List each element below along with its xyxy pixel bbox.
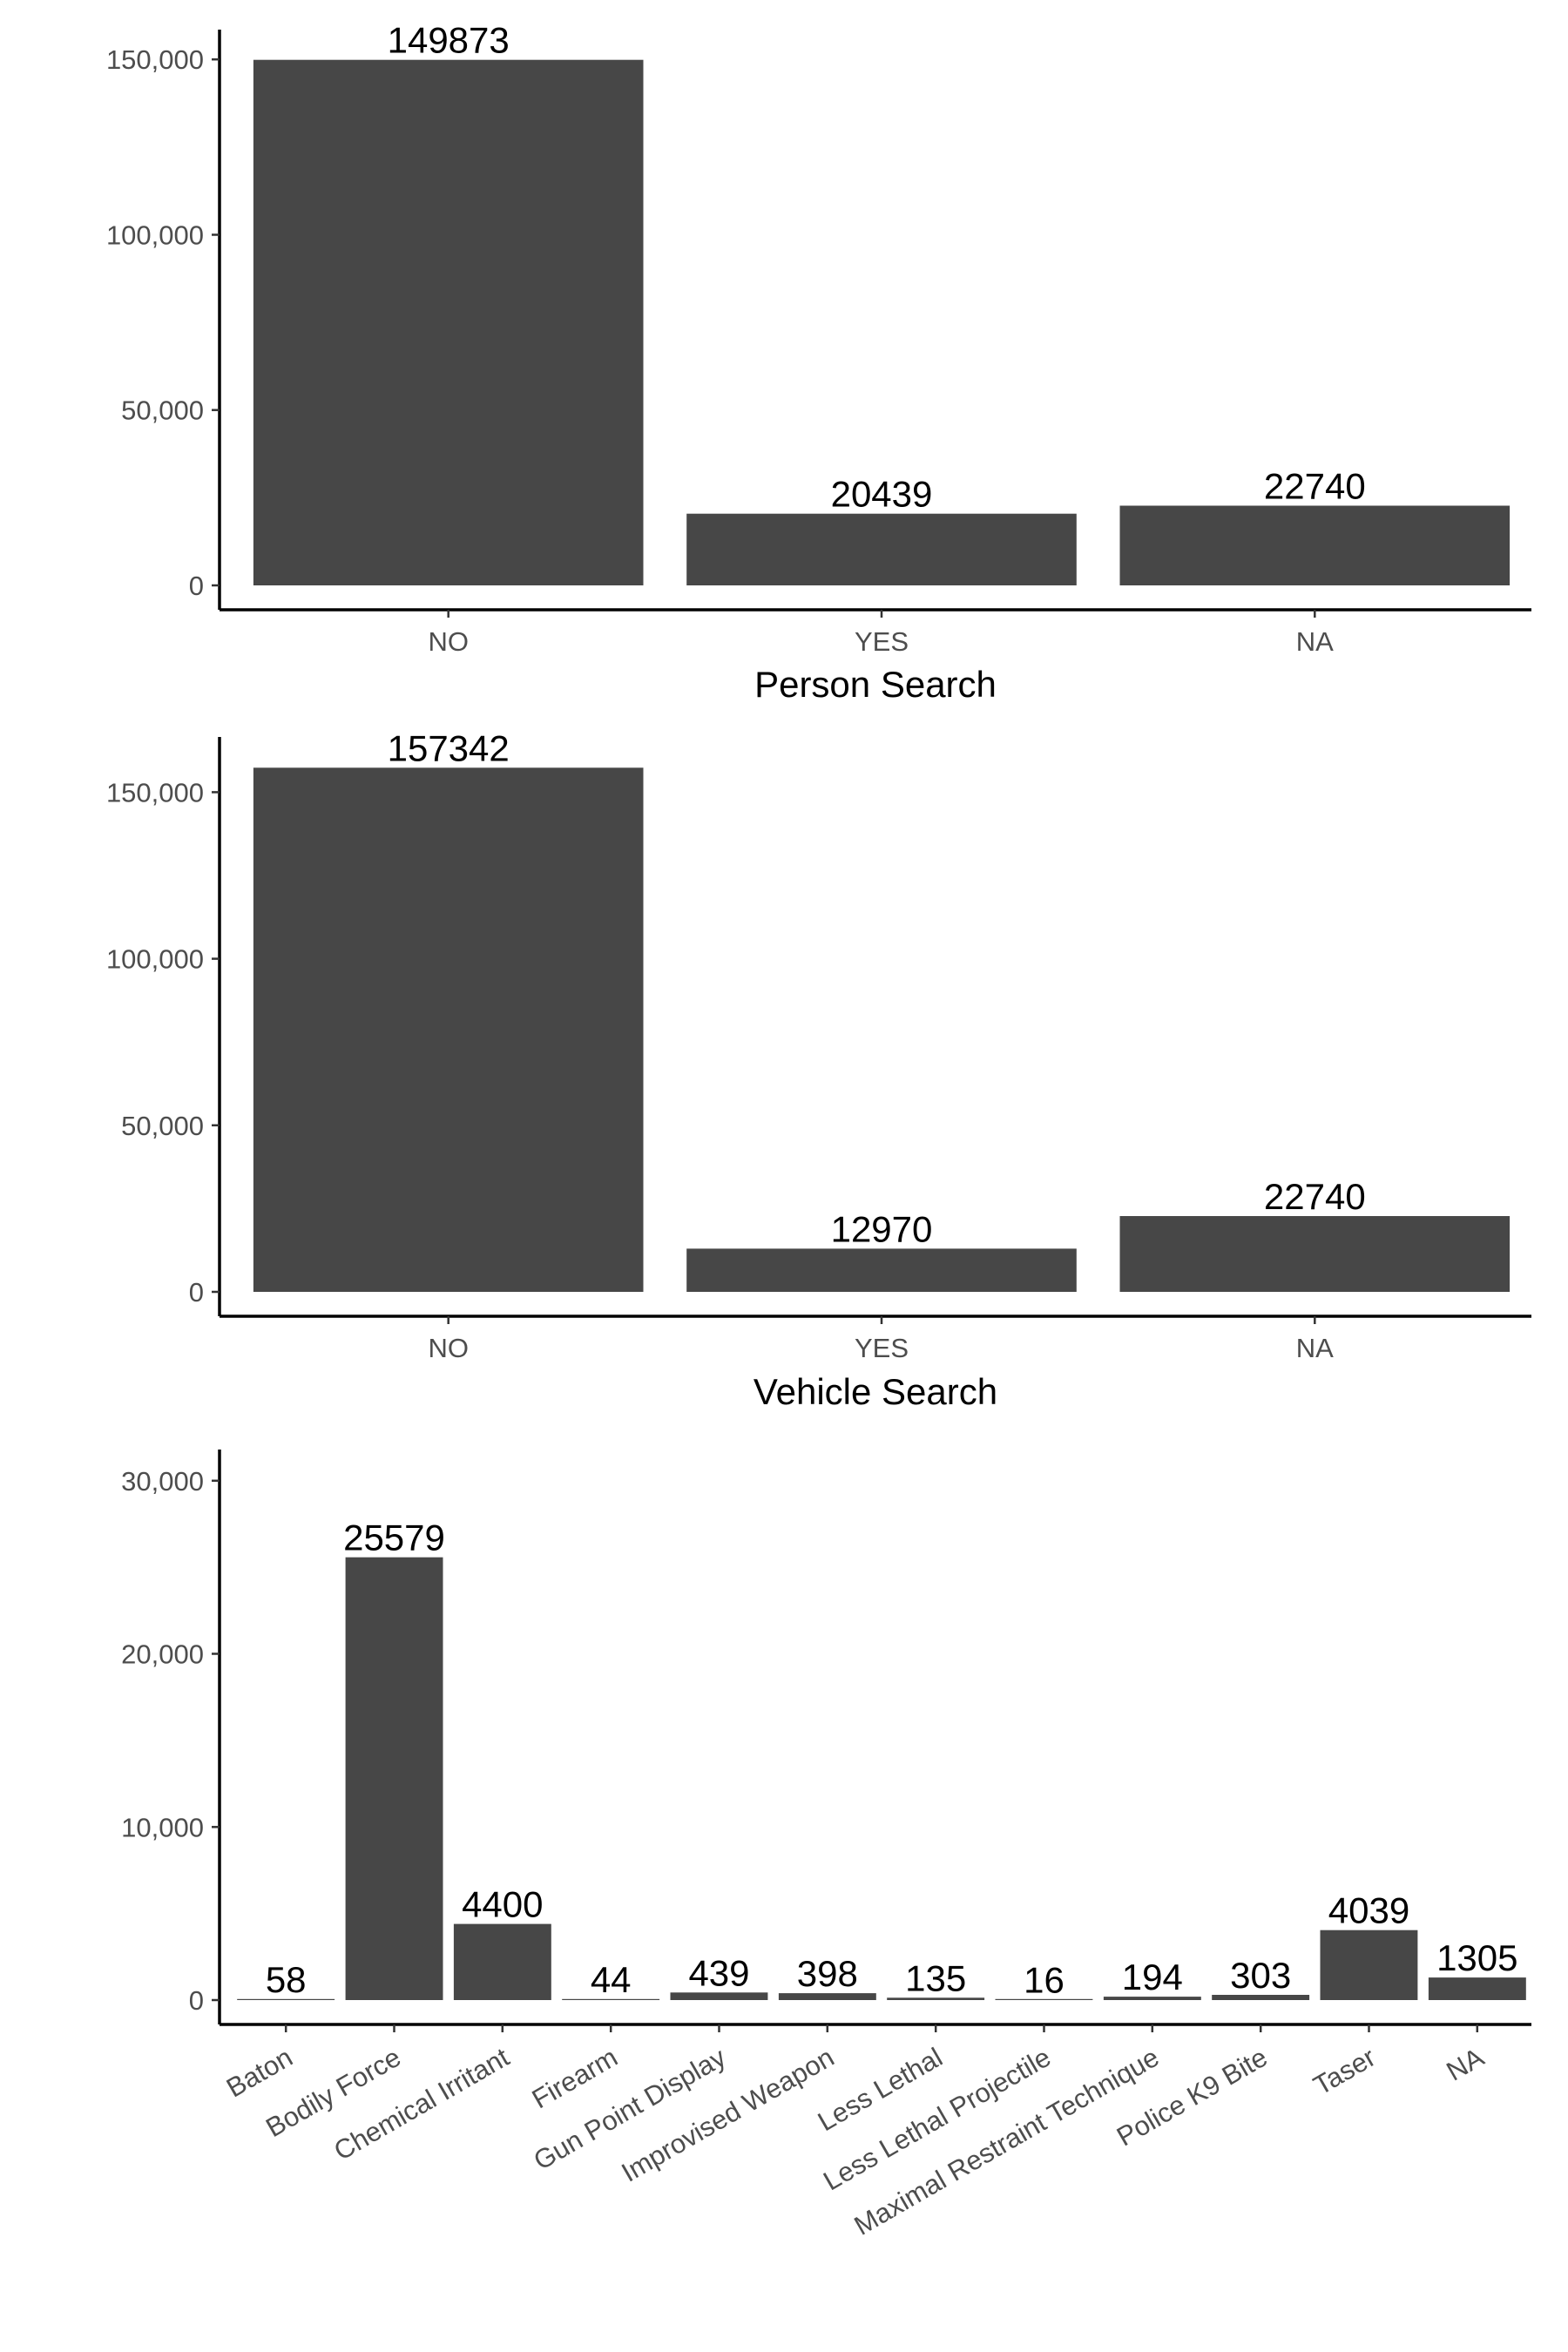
data-label-baton: 58 — [266, 1959, 307, 2000]
bar-taser — [1320, 1930, 1418, 2000]
data-label-yes: 12970 — [831, 1208, 933, 1249]
data-label-improvised-weapon: 398 — [797, 1953, 858, 1994]
bar-na — [1119, 505, 1511, 585]
vehicle-search-panel: 157342 12970 22740 0 50,000 100,000 150,000 NO Y… — [106, 727, 1531, 1412]
data-label-no: 149873 — [388, 20, 510, 61]
x-tick-label-yes: YES — [855, 1333, 909, 1363]
x-tick-label-na: NA — [1441, 2042, 1489, 2087]
y-tick-label: 0 — [189, 1277, 204, 1308]
x-tick-label-yes: YES — [855, 626, 909, 657]
data-label-na: 22740 — [1264, 1176, 1366, 1217]
y-tick-label: 0 — [189, 571, 204, 601]
data-label-no: 157342 — [388, 727, 510, 768]
x-tick-label-no: NO — [428, 1333, 469, 1363]
bar-yes — [686, 513, 1077, 585]
bar-firearm — [562, 1998, 660, 2000]
bar-police-k9-bite — [1212, 1995, 1310, 2000]
data-label-bodily-force: 25579 — [343, 1517, 445, 1558]
data-label-less-lethal-projectile: 16 — [1024, 1960, 1064, 2001]
data-label-gun-point-display: 439 — [688, 1952, 749, 1993]
bar-less-lethal — [887, 1997, 985, 2000]
bar-no — [253, 767, 644, 1292]
force-type-panel: 58 25579 4400 44 439 398 135 16 194 303 4039 1305 0 1… — [121, 1450, 1531, 2241]
bar-maximal-restraint-technique — [1103, 1997, 1201, 2000]
data-label-yes: 20439 — [831, 474, 933, 515]
y-tick-label: 100,000 — [106, 944, 204, 975]
bar-less-lethal-projectile — [995, 1998, 1093, 2000]
x-tick-label-no: NO — [428, 626, 469, 657]
person-search-panel: 149873 20439 22740 0 50,000 100,000 150,000 NO Y… — [106, 20, 1531, 705]
data-label-police-k9-bite: 303 — [1230, 1955, 1291, 1996]
data-label-taser: 4039 — [1328, 1890, 1409, 1931]
y-tick-label: 50,000 — [121, 1111, 204, 1141]
data-label-na: 1305 — [1436, 1937, 1517, 1978]
x-tick-label-na: NA — [1296, 626, 1334, 657]
x-tick-label-na: NA — [1296, 1333, 1334, 1363]
data-label-maximal-restraint-technique: 194 — [1122, 1957, 1183, 1997]
y-tick-label: 30,000 — [121, 1466, 204, 1497]
bar-gun-point-display — [670, 1992, 768, 2000]
data-label-na: 22740 — [1264, 466, 1366, 507]
y-tick-label: 100,000 — [106, 220, 204, 251]
y-tick-label: 0 — [189, 1985, 204, 2016]
data-label-less-lethal: 135 — [905, 1957, 966, 1998]
y-tick-label: 150,000 — [106, 777, 204, 808]
bar-no — [253, 59, 644, 585]
y-tick-label: 50,000 — [121, 395, 204, 426]
bar-baton — [237, 1998, 335, 2000]
y-tick-label: 20,000 — [121, 1639, 204, 1670]
y-tick-label: 150,000 — [106, 44, 204, 75]
bar-chemical-irritant — [453, 1923, 551, 2000]
bar-na — [1119, 1216, 1511, 1292]
bar-yes — [686, 1248, 1077, 1292]
bar-bodily-force — [345, 1557, 443, 2000]
bar-na — [1428, 1977, 1526, 2000]
x-tick-label-chemical-irritant: Chemical Irritant — [328, 2042, 514, 2166]
y-tick-label: 10,000 — [121, 1812, 204, 1842]
x-tick-label-taser: Taser — [1308, 2042, 1381, 2101]
bar-improvised-weapon — [778, 1993, 876, 2000]
x-tick-label-baton: Baton — [221, 2042, 298, 2104]
data-label-firearm: 44 — [591, 1959, 632, 2000]
x-axis-title: Vehicle Search — [754, 1371, 997, 1412]
x-axis-title: Person Search — [754, 664, 997, 705]
data-label-chemical-irritant: 4400 — [462, 1884, 543, 1925]
